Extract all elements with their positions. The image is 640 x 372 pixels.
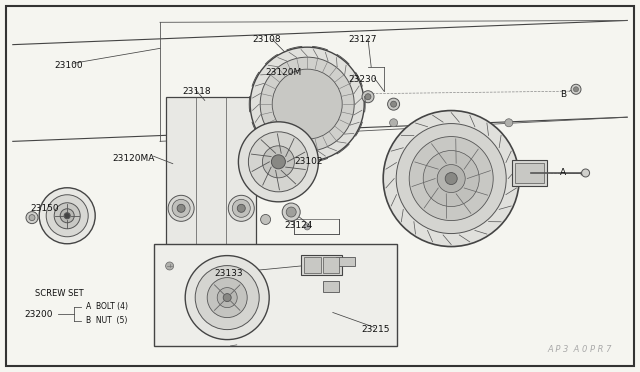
Circle shape — [304, 224, 310, 230]
Circle shape — [390, 119, 397, 127]
Circle shape — [321, 115, 338, 131]
Circle shape — [250, 47, 364, 161]
Text: 23127: 23127 — [349, 35, 378, 44]
Circle shape — [326, 119, 333, 127]
Circle shape — [195, 266, 259, 330]
Circle shape — [437, 164, 465, 193]
Bar — [323, 257, 339, 273]
Circle shape — [396, 124, 506, 234]
Circle shape — [26, 212, 38, 224]
Text: A P 3  A 0 P R 7: A P 3 A 0 P R 7 — [547, 345, 612, 354]
Circle shape — [39, 188, 95, 244]
Bar — [166, 97, 256, 253]
Bar — [336, 257, 355, 266]
Text: B  NUT  (5): B NUT (5) — [86, 316, 128, 325]
Circle shape — [445, 173, 457, 185]
Text: A: A — [560, 169, 566, 177]
Circle shape — [260, 57, 354, 151]
Circle shape — [505, 119, 513, 127]
Circle shape — [286, 207, 296, 217]
Text: SCREW SET: SCREW SET — [35, 289, 84, 298]
Circle shape — [223, 294, 231, 302]
Bar — [515, 163, 544, 183]
Text: 23200: 23200 — [24, 310, 53, 319]
Circle shape — [272, 69, 342, 139]
Circle shape — [185, 256, 269, 340]
Circle shape — [260, 215, 271, 224]
Circle shape — [282, 203, 300, 221]
Circle shape — [571, 84, 581, 94]
Text: 23124: 23124 — [285, 221, 313, 230]
Circle shape — [166, 262, 173, 270]
Circle shape — [64, 213, 70, 219]
Circle shape — [423, 151, 479, 206]
Text: A  BOLT (4): A BOLT (4) — [86, 302, 129, 311]
Text: 23230: 23230 — [349, 76, 378, 84]
Circle shape — [232, 199, 250, 217]
Bar — [304, 257, 321, 273]
Circle shape — [60, 209, 74, 223]
Circle shape — [228, 195, 254, 221]
Circle shape — [54, 203, 80, 229]
Text: 23133: 23133 — [214, 269, 243, 278]
Circle shape — [29, 215, 35, 221]
Text: 23215: 23215 — [362, 325, 390, 334]
Text: 23118: 23118 — [182, 87, 211, 96]
Circle shape — [365, 94, 371, 100]
Circle shape — [207, 278, 247, 318]
Circle shape — [248, 132, 308, 192]
Circle shape — [409, 137, 493, 221]
Bar — [154, 244, 397, 346]
Bar — [301, 255, 342, 275]
Circle shape — [177, 204, 185, 212]
Circle shape — [237, 204, 245, 212]
Circle shape — [217, 288, 237, 308]
Circle shape — [46, 195, 88, 237]
Text: 23120MA: 23120MA — [112, 154, 154, 163]
Text: 23108: 23108 — [253, 35, 282, 44]
Circle shape — [390, 101, 397, 107]
Bar — [323, 281, 339, 292]
Circle shape — [582, 169, 589, 177]
Circle shape — [383, 110, 519, 247]
Circle shape — [238, 122, 318, 202]
Text: 23120M: 23120M — [266, 68, 302, 77]
Text: 23150: 23150 — [31, 204, 60, 213]
Text: 23100: 23100 — [54, 61, 83, 70]
Circle shape — [262, 146, 294, 178]
Text: B: B — [560, 90, 566, 99]
Circle shape — [271, 155, 285, 169]
Circle shape — [388, 98, 399, 110]
Text: 23102: 23102 — [294, 157, 323, 166]
Circle shape — [172, 199, 190, 217]
Circle shape — [362, 91, 374, 103]
Circle shape — [573, 87, 579, 92]
Circle shape — [168, 195, 194, 221]
Bar — [512, 160, 547, 186]
